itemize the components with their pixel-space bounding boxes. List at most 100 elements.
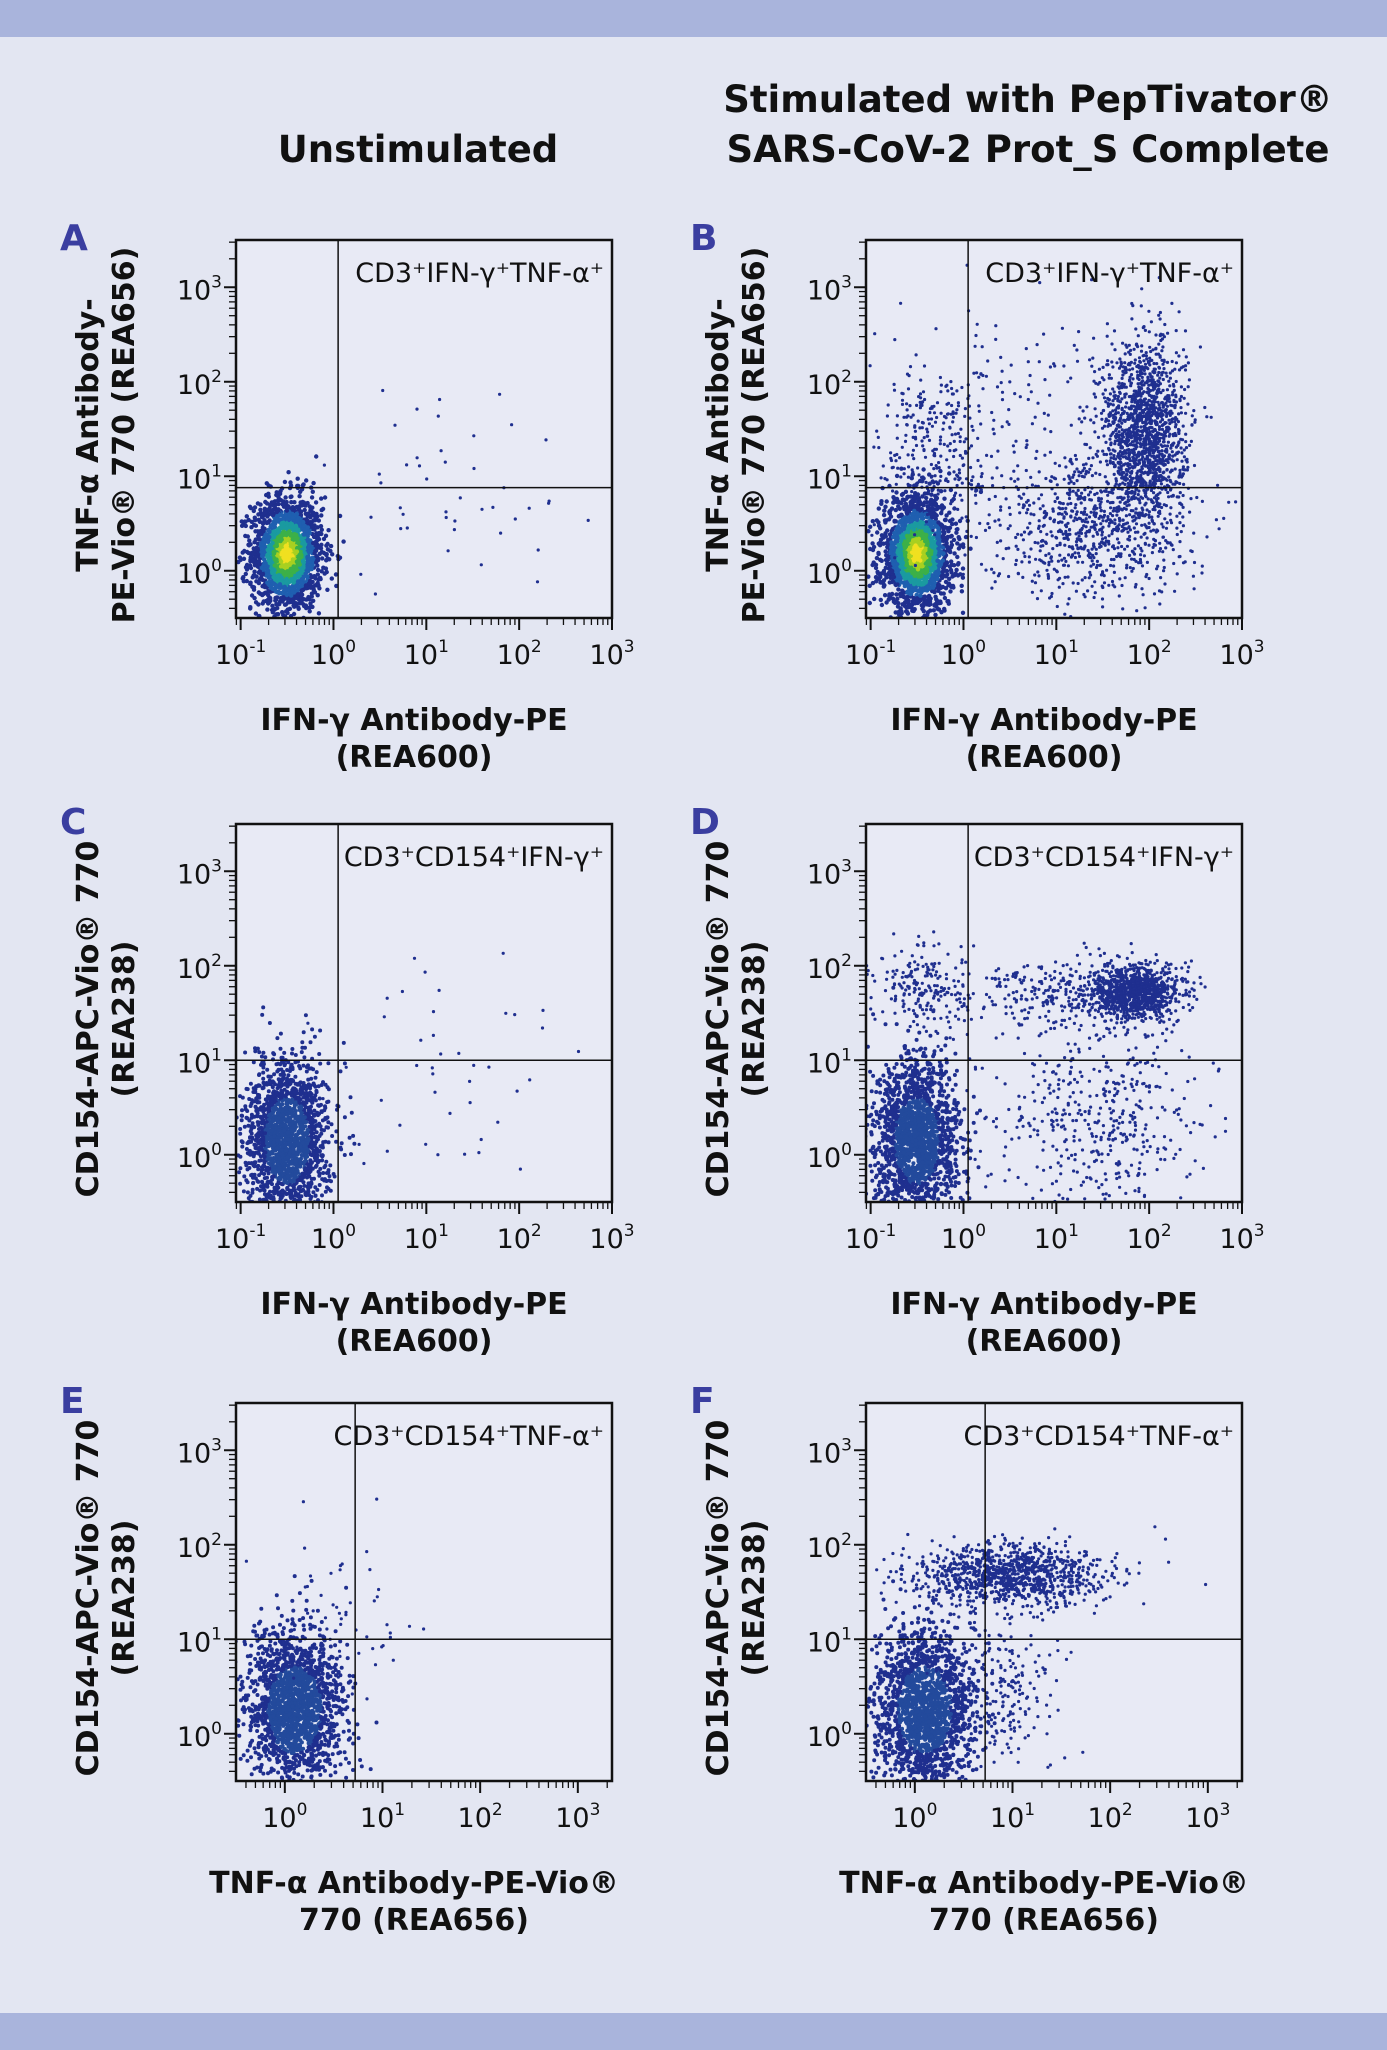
data-point	[315, 535, 321, 541]
data-point	[245, 534, 250, 539]
data-point	[1166, 440, 1170, 444]
data-point	[241, 556, 247, 561]
data-point	[293, 535, 298, 541]
data-point	[1164, 421, 1168, 425]
data-point	[273, 583, 279, 588]
data-point	[921, 626, 925, 630]
data-point	[957, 518, 963, 524]
data-point	[247, 538, 252, 543]
data-point	[279, 537, 284, 542]
data-point	[276, 535, 281, 540]
data-point	[938, 599, 943, 604]
data-point	[1165, 468, 1169, 472]
data-point	[1133, 358, 1137, 362]
data-point	[272, 563, 277, 568]
data-point	[955, 554, 960, 560]
data-point	[1174, 379, 1178, 384]
data-point	[1156, 514, 1160, 518]
data-point	[881, 512, 887, 518]
data-point	[1156, 564, 1160, 568]
data-point	[301, 558, 306, 563]
data-point	[288, 548, 293, 553]
data-point	[1166, 460, 1170, 465]
data-point	[325, 587, 330, 592]
data-point	[290, 557, 296, 562]
data-point	[264, 481, 269, 486]
data-point	[1111, 460, 1115, 465]
data-point	[328, 548, 333, 554]
data-point	[1144, 482, 1148, 486]
data-point	[272, 607, 277, 612]
data-point	[873, 565, 879, 571]
data-point	[324, 552, 329, 557]
data-point	[299, 591, 304, 597]
data-point	[919, 573, 924, 579]
data-point	[883, 520, 888, 525]
data-point	[310, 523, 315, 528]
data-point	[535, 580, 540, 584]
data-point	[898, 564, 903, 569]
data-point	[894, 626, 898, 630]
data-point	[1169, 506, 1173, 510]
data-point	[1100, 426, 1105, 430]
data-point	[1185, 457, 1189, 461]
data-point	[1146, 466, 1150, 470]
data-point	[1082, 466, 1086, 470]
data-point	[1107, 373, 1111, 377]
data-point	[1130, 496, 1134, 500]
data-point	[889, 544, 894, 550]
data-point	[1117, 430, 1121, 434]
data-point	[311, 534, 317, 540]
data-point	[1110, 342, 1114, 346]
data-point	[1161, 440, 1166, 444]
data-point	[274, 601, 279, 607]
data-point	[257, 537, 262, 542]
data-point	[288, 494, 293, 500]
data-point	[1147, 398, 1151, 402]
data-point	[904, 509, 909, 515]
data-point	[306, 549, 312, 555]
data-point	[968, 546, 973, 551]
data-point	[917, 529, 922, 534]
data-point	[264, 627, 268, 631]
tick-exponent: 3	[624, 637, 635, 657]
data-point	[381, 388, 385, 393]
data-point	[1116, 385, 1120, 389]
data-point	[1203, 405, 1207, 410]
data-point	[282, 479, 288, 485]
data-point	[895, 548, 901, 553]
data-point	[320, 556, 325, 561]
data-point	[1140, 375, 1144, 379]
data-point	[285, 607, 290, 612]
data-point	[1155, 383, 1159, 387]
data-point	[296, 540, 301, 545]
column-title-line: Stimulated with PepTivator®	[723, 78, 1333, 121]
data-point	[1168, 453, 1172, 457]
data-point	[1183, 368, 1188, 372]
data-point	[909, 518, 914, 523]
data-point	[292, 573, 297, 579]
data-point	[547, 499, 551, 503]
data-point	[895, 596, 900, 602]
data-point	[871, 544, 877, 550]
data-point	[914, 592, 919, 598]
data-point	[241, 579, 246, 584]
data-point	[239, 523, 245, 528]
data-point	[248, 505, 254, 511]
y-axis-label-line: PE-Vio® 770 (REA656)	[107, 247, 142, 624]
data-point	[1183, 329, 1188, 333]
data-point	[341, 539, 346, 544]
data-point	[1111, 365, 1115, 369]
data-point	[393, 423, 397, 427]
data-point	[282, 536, 288, 542]
data-point	[922, 595, 927, 600]
data-point	[889, 506, 895, 511]
data-point	[1162, 360, 1166, 364]
data-point	[945, 599, 950, 604]
data-point	[295, 517, 300, 523]
data-point	[950, 521, 955, 527]
data-point	[273, 621, 277, 625]
data-point	[1153, 400, 1157, 404]
data-point	[316, 518, 321, 523]
data-point	[264, 572, 270, 578]
